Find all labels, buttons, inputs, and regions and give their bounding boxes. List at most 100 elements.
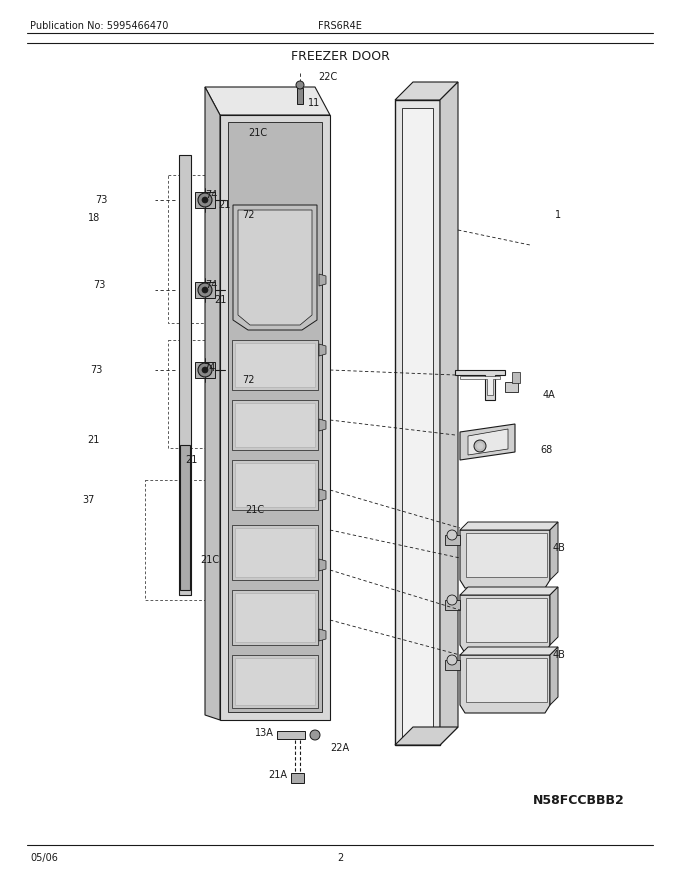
Text: 22C: 22C xyxy=(318,72,337,82)
Polygon shape xyxy=(235,403,315,447)
Polygon shape xyxy=(179,155,191,595)
Circle shape xyxy=(202,367,208,373)
Polygon shape xyxy=(550,587,558,645)
Text: 21C: 21C xyxy=(248,128,267,138)
Polygon shape xyxy=(232,340,318,390)
Text: 4B: 4B xyxy=(553,543,566,553)
Polygon shape xyxy=(319,489,326,501)
Polygon shape xyxy=(232,655,318,708)
Text: 21: 21 xyxy=(214,295,226,305)
Text: 74: 74 xyxy=(203,363,216,373)
Polygon shape xyxy=(466,658,547,702)
Text: 4B: 4B xyxy=(553,650,566,660)
Text: FRS6R4E: FRS6R4E xyxy=(318,21,362,31)
Circle shape xyxy=(202,197,208,203)
Polygon shape xyxy=(445,660,460,670)
Polygon shape xyxy=(235,463,315,507)
Polygon shape xyxy=(319,629,326,641)
Polygon shape xyxy=(512,372,520,383)
Polygon shape xyxy=(460,655,550,713)
Text: 21C: 21C xyxy=(200,555,219,565)
Circle shape xyxy=(310,730,320,740)
Circle shape xyxy=(202,287,208,293)
Text: 21: 21 xyxy=(218,200,231,210)
Text: 68: 68 xyxy=(540,445,552,455)
Text: 73: 73 xyxy=(90,365,103,375)
Text: 72: 72 xyxy=(242,375,254,385)
Polygon shape xyxy=(195,282,215,298)
Text: 13A: 13A xyxy=(255,728,274,738)
Polygon shape xyxy=(232,400,318,450)
Bar xyxy=(168,175,238,323)
Polygon shape xyxy=(195,192,215,208)
Circle shape xyxy=(447,655,457,665)
Polygon shape xyxy=(550,647,558,705)
Polygon shape xyxy=(238,210,312,325)
Polygon shape xyxy=(460,424,515,460)
Polygon shape xyxy=(297,88,303,104)
Text: 73: 73 xyxy=(93,280,105,290)
Text: FREEZER DOOR: FREEZER DOOR xyxy=(290,49,390,62)
Polygon shape xyxy=(235,593,315,642)
Text: N58FCCBBB2: N58FCCBBB2 xyxy=(533,794,625,806)
Polygon shape xyxy=(319,274,326,286)
Polygon shape xyxy=(395,82,458,100)
Polygon shape xyxy=(232,590,318,645)
Text: 11: 11 xyxy=(308,98,320,108)
Polygon shape xyxy=(232,460,318,510)
Polygon shape xyxy=(228,122,322,712)
Text: 37: 37 xyxy=(82,495,95,505)
Circle shape xyxy=(477,443,483,449)
Polygon shape xyxy=(395,727,458,745)
Polygon shape xyxy=(205,87,220,720)
Polygon shape xyxy=(277,731,305,739)
Text: 74: 74 xyxy=(205,190,218,200)
Text: 21C: 21C xyxy=(245,505,264,515)
Text: 05/06: 05/06 xyxy=(30,853,58,863)
Circle shape xyxy=(198,193,212,207)
Text: 18: 18 xyxy=(88,213,100,223)
Polygon shape xyxy=(235,528,315,577)
Text: 4A: 4A xyxy=(543,390,556,400)
Polygon shape xyxy=(445,600,460,610)
Polygon shape xyxy=(460,587,558,595)
Polygon shape xyxy=(466,533,547,577)
Polygon shape xyxy=(235,343,315,387)
Polygon shape xyxy=(319,419,326,431)
Polygon shape xyxy=(460,647,558,655)
Polygon shape xyxy=(445,535,460,545)
Polygon shape xyxy=(460,376,500,395)
Polygon shape xyxy=(220,115,330,720)
Polygon shape xyxy=(235,658,315,705)
Polygon shape xyxy=(195,362,215,378)
Text: 21: 21 xyxy=(185,455,197,465)
Bar xyxy=(168,340,238,448)
Circle shape xyxy=(198,283,212,297)
Polygon shape xyxy=(468,429,508,455)
Text: 21: 21 xyxy=(87,435,99,445)
Polygon shape xyxy=(233,205,317,330)
Circle shape xyxy=(447,595,457,605)
Circle shape xyxy=(296,81,304,89)
Text: 73: 73 xyxy=(95,195,107,205)
Polygon shape xyxy=(550,522,558,580)
Polygon shape xyxy=(395,100,440,745)
Text: Publication No: 5995466470: Publication No: 5995466470 xyxy=(30,21,169,31)
Polygon shape xyxy=(291,773,304,783)
Polygon shape xyxy=(232,525,318,580)
Circle shape xyxy=(474,440,486,452)
Text: 21A: 21A xyxy=(268,770,287,780)
Polygon shape xyxy=(180,445,190,590)
Text: 72: 72 xyxy=(242,210,254,220)
Polygon shape xyxy=(460,595,550,653)
Polygon shape xyxy=(319,344,326,356)
Circle shape xyxy=(198,363,212,377)
Polygon shape xyxy=(455,370,505,400)
Polygon shape xyxy=(440,82,458,745)
Circle shape xyxy=(447,530,457,540)
Polygon shape xyxy=(466,598,547,642)
Polygon shape xyxy=(402,108,433,737)
Polygon shape xyxy=(205,87,330,115)
Polygon shape xyxy=(460,522,558,530)
Polygon shape xyxy=(460,530,550,588)
